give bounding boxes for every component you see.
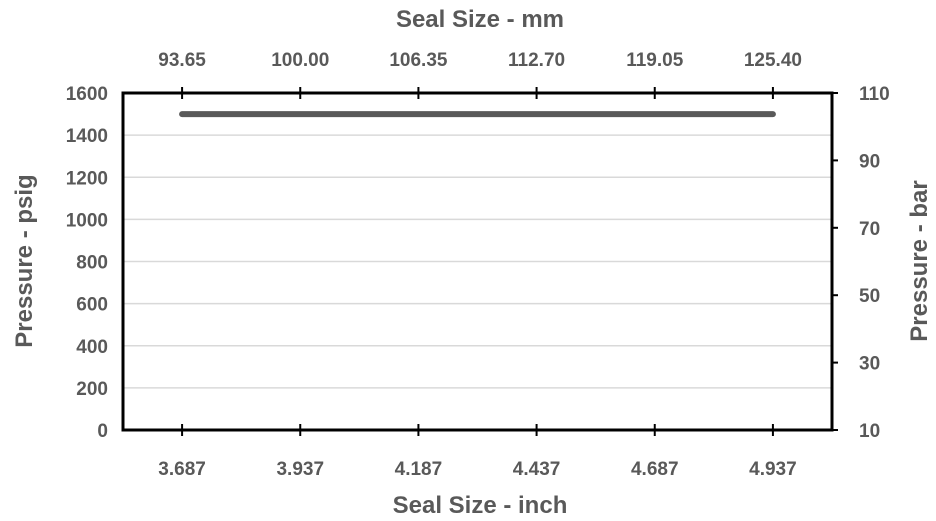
bottom-axis-title: Seal Size - inch <box>393 492 568 519</box>
x2-tick-label: 125.40 <box>744 50 802 71</box>
y-tick-label: 600 <box>76 295 108 316</box>
y-tick-label: 800 <box>76 253 108 274</box>
y-tick-label: 400 <box>76 337 108 358</box>
x-tick-label: 4.687 <box>631 459 679 480</box>
y2-tick-label: 90 <box>859 151 880 172</box>
y-tick-label: 1200 <box>66 168 108 189</box>
x-tick-label: 4.437 <box>513 459 561 480</box>
y-tick-label: 1600 <box>66 84 108 105</box>
plot-area-frame <box>121 91 834 432</box>
tick-marks <box>181 87 838 436</box>
tick-labels: 0 200 400 600 800 1000 1200 1400 1600 10 30 50 70 90 1… <box>66 50 890 480</box>
top-axis-title: Seal Size - mm <box>396 6 564 33</box>
x-tick-label: 4.937 <box>749 459 797 480</box>
x2-tick-label: 93.65 <box>158 50 206 71</box>
y-tick-label: 200 <box>76 379 108 400</box>
x-tick-label: 3.937 <box>276 459 324 480</box>
y2-tick-label: 30 <box>859 354 880 375</box>
right-axis-title: Pressure - bar <box>906 180 933 341</box>
y2-tick-label: 50 <box>859 286 880 307</box>
left-axis-title: Pressure - psig <box>11 174 38 347</box>
y2-tick-label: 10 <box>859 421 880 442</box>
y-tick-label: 1000 <box>66 210 108 231</box>
y2-tick-label: 110 <box>859 84 890 105</box>
y2-tick-label: 70 <box>859 219 880 240</box>
x2-tick-label: 100.00 <box>271 50 329 71</box>
y-tick-label: 0 <box>97 421 108 442</box>
x2-tick-label: 112.70 <box>508 50 565 71</box>
y-tick-label: 1400 <box>66 126 108 147</box>
x2-tick-label: 106.35 <box>389 50 448 71</box>
gridlines <box>123 92 832 431</box>
x-tick-label: 4.187 <box>395 459 443 480</box>
x-tick-label: 3.687 <box>158 459 206 480</box>
x2-tick-label: 119.05 <box>626 50 683 71</box>
